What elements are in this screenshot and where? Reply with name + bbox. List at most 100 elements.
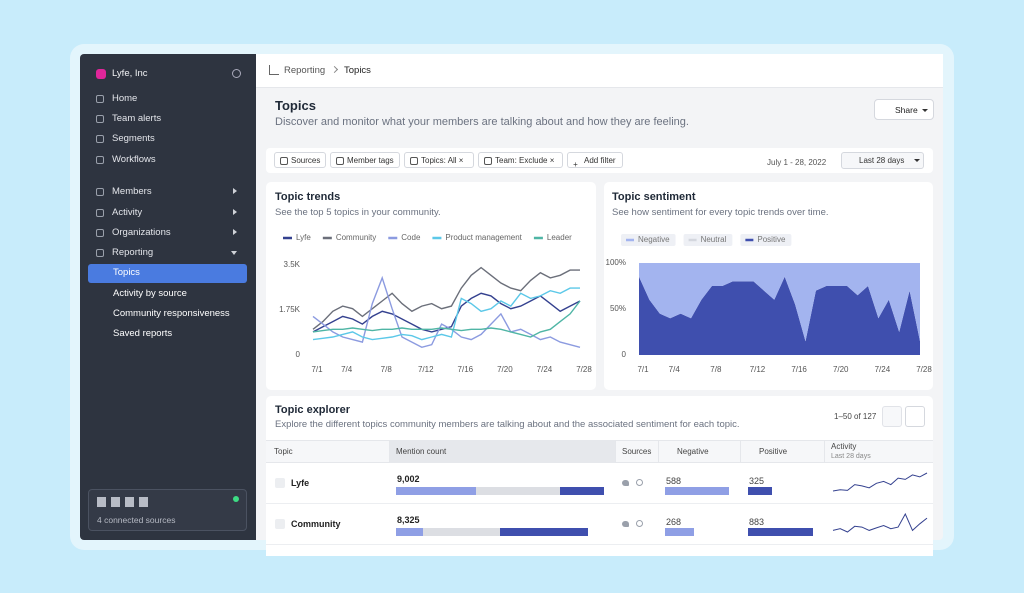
mention-count: 9,002: [397, 474, 420, 484]
mention-bar: [396, 487, 604, 495]
y-tick-label: 0: [622, 350, 627, 359]
column-header[interactable]: Activity: [831, 442, 857, 451]
x-tick-label: 7/16: [791, 365, 807, 374]
nav-icon: [96, 229, 104, 237]
breadcrumb-icon: [269, 65, 279, 75]
filter-chip[interactable]: Sources: [274, 152, 326, 168]
source-icon: [636, 520, 643, 527]
filter-chip[interactable]: Team: Exclude ×: [478, 152, 563, 168]
column-header[interactable]: Topic: [268, 440, 390, 463]
card-subtitle: Explore the different topics community m…: [275, 419, 740, 430]
breadcrumb[interactable]: Reporting: [284, 65, 326, 76]
x-tick-label: 7/12: [418, 365, 434, 374]
filter-chip[interactable]: Topics: All ×: [404, 152, 474, 168]
active-item: [88, 264, 247, 283]
nav-item[interactable]: Workflows: [112, 154, 156, 165]
filter-chip[interactable]: Member tags: [330, 152, 400, 168]
x-tick-label: 7/20: [833, 365, 849, 374]
legend-label: Neutral: [701, 235, 727, 244]
column-header[interactable]: Mention count: [390, 440, 616, 463]
settings-icon[interactable]: [232, 69, 241, 78]
sparkline: [832, 512, 928, 533]
card-subtitle: See how sentiment for every topic trends…: [612, 207, 829, 218]
table-row: [266, 504, 933, 545]
nav-icon: [96, 95, 104, 103]
column-header[interactable]: Sources: [616, 440, 659, 463]
sparkline: [832, 472, 928, 492]
page-subtitle: Discover and monitor what your members a…: [275, 116, 689, 128]
negative-bar: [665, 487, 729, 495]
chip-label: Sources: [291, 156, 321, 165]
legend-chip: [621, 234, 676, 246]
prev-page[interactable]: [882, 406, 902, 427]
line-series: [312, 275, 581, 349]
y-tick-label: 100%: [606, 258, 626, 267]
x-tick-label: 7/20: [497, 365, 513, 374]
y-tick-label: 1.75K: [279, 305, 301, 314]
chip-label: Member tags: [347, 156, 394, 165]
nav-item[interactable]: Activity: [112, 207, 143, 218]
chevron: [231, 251, 237, 258]
column-header[interactable]: Positive: [741, 440, 825, 463]
source-icon: [622, 521, 629, 527]
row-checkbox[interactable]: [275, 519, 285, 529]
nav-item[interactable]: Saved reports: [113, 328, 173, 339]
source-icon: [622, 480, 629, 486]
breadcrumb: Topics: [344, 65, 371, 76]
column-header[interactable]: Negative: [659, 440, 741, 463]
area-series: [639, 276, 920, 355]
table-row: [266, 463, 933, 504]
topbar: [256, 54, 943, 88]
y-tick-label: 3.5K: [284, 260, 301, 269]
status-dot: [233, 496, 239, 502]
mention-negative: [396, 487, 477, 495]
row-checkbox[interactable]: [275, 478, 285, 488]
positive-count: 325: [749, 476, 765, 486]
share-button[interactable]: Share: [874, 99, 934, 120]
card-title: Topic sentiment: [612, 191, 696, 203]
nav-item[interactable]: Activity by source: [113, 288, 187, 299]
mention-negative: [396, 528, 423, 536]
area-series: [639, 263, 920, 342]
y-tick-label: 50%: [610, 304, 626, 313]
nav-item[interactable]: Members: [112, 186, 152, 197]
next-page[interactable]: [905, 406, 925, 427]
nav-item[interactable]: Segments: [112, 133, 155, 144]
caret: [922, 109, 928, 115]
org-logo: [96, 69, 106, 79]
topic-name: Community: [291, 519, 341, 529]
share-label: Share: [895, 105, 918, 115]
x-tick-label: 7/16: [458, 365, 474, 374]
sources-text: 4 connected sources: [97, 515, 176, 525]
line-series: [312, 300, 581, 338]
nav-item[interactable]: Community responsiveness: [113, 308, 230, 319]
chip-label: Add filter: [584, 156, 616, 165]
legend-label: Negative: [638, 235, 670, 244]
nav-icon: [96, 135, 104, 143]
nav-icon: [96, 209, 104, 217]
org-name[interactable]: Lyfe, Inc: [112, 68, 148, 79]
nav-icon: [96, 115, 104, 123]
topic-name: Lyfe: [291, 478, 310, 488]
chevron: [233, 229, 240, 235]
range-label: Last 28 days: [859, 156, 905, 165]
negative-count: 588: [666, 476, 682, 486]
range-button[interactable]: Last 28 days: [841, 152, 924, 169]
x-tick-label: 7/24: [537, 365, 553, 374]
positive-count: 883: [749, 517, 765, 527]
mention-positive: [499, 528, 589, 536]
nav-item[interactable]: Team alerts: [112, 113, 162, 124]
sources-box[interactable]: 4 connected sources: [88, 489, 247, 531]
nav-item[interactable]: Topics: [113, 267, 140, 278]
chevron: [233, 209, 240, 215]
nav-item[interactable]: Organizations: [112, 227, 171, 238]
chip-value: Exclude: [519, 156, 548, 165]
add-filter[interactable]: + Add filter: [567, 152, 623, 169]
nav-item[interactable]: Home: [112, 93, 138, 104]
line-series: [312, 266, 580, 330]
caret: [914, 159, 920, 165]
x-tick-label: 7/8: [710, 365, 722, 374]
nav-icon: [96, 249, 104, 257]
nav-item[interactable]: Reporting: [112, 247, 154, 258]
